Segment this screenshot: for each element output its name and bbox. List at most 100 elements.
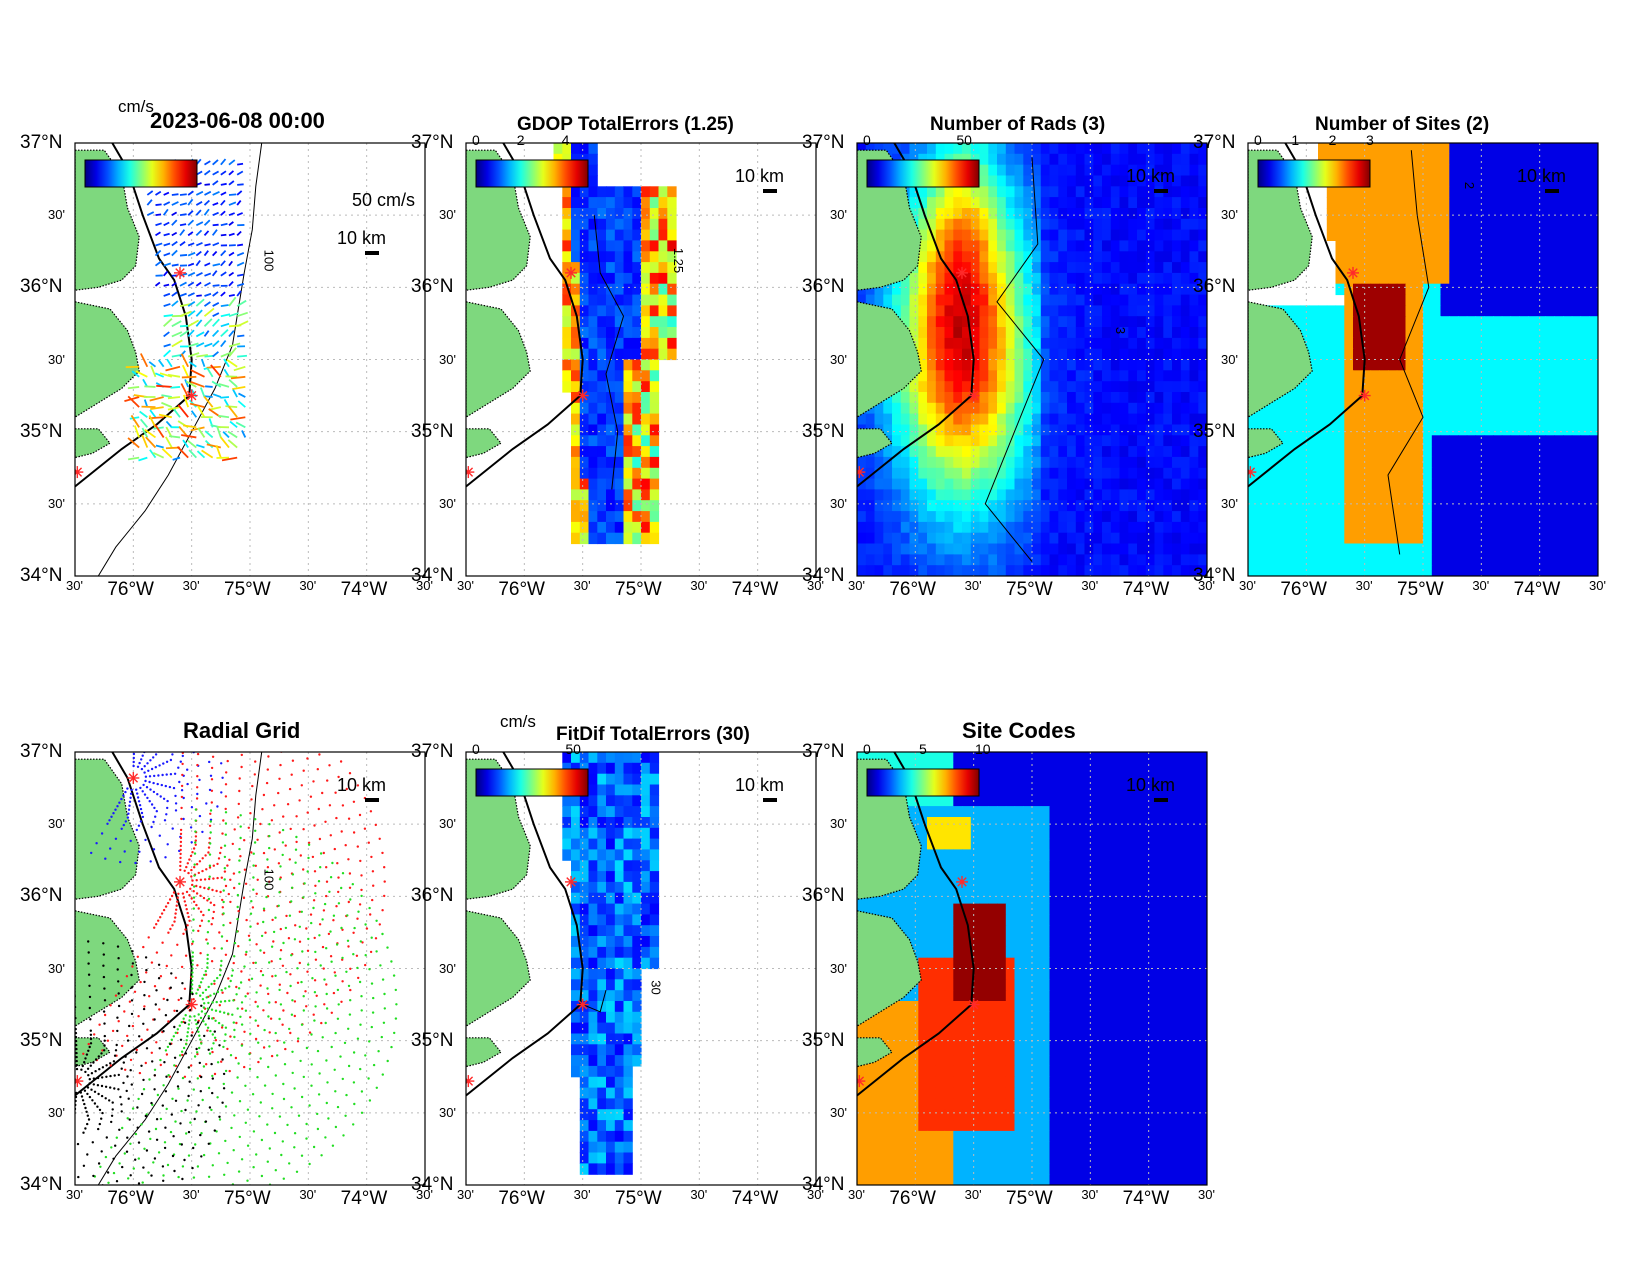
field-cell: [1589, 316, 1598, 328]
field-cell: [1405, 348, 1415, 361]
field-cell: [1040, 402, 1051, 415]
field-cell: [1370, 229, 1380, 241]
field-cell: [1466, 294, 1477, 306]
radial-grid-point: [297, 1037, 300, 1040]
radial-grid-point: [298, 925, 301, 928]
field-cell: [1137, 370, 1147, 382]
radial-grid-point: [293, 1087, 296, 1090]
radial-grid-point: [169, 773, 173, 776]
field-cell: [614, 392, 625, 404]
field-cell: [1005, 348, 1016, 361]
radial-grid-point: [302, 995, 305, 998]
field-cell: [588, 337, 598, 350]
field-cell: [1501, 565, 1512, 576]
current-vector: [204, 395, 213, 398]
field-cell: [1396, 467, 1407, 480]
field-cell: [1458, 240, 1468, 252]
field-cell: [1137, 511, 1147, 523]
radial-grid-point: [224, 1033, 227, 1036]
field-cell: [979, 327, 989, 339]
field-cell: [1589, 370, 1598, 382]
field-cell: [1449, 348, 1459, 361]
field-cell: [1075, 456, 1086, 469]
field-cell: [1058, 511, 1068, 523]
field-cell: [1093, 402, 1103, 415]
field-cell: [571, 186, 581, 198]
field-cell: [944, 413, 954, 425]
field-cell: [1344, 413, 1354, 425]
field-cell: [927, 521, 937, 534]
field-cell: [1067, 532, 1077, 545]
field-cell: [1501, 359, 1512, 371]
field-cell: [935, 359, 946, 371]
field-cell: [1023, 413, 1033, 425]
field-cell: [892, 554, 902, 566]
field-cell: [997, 337, 1007, 350]
field-cell: [1189, 435, 1199, 447]
field-cell: [1023, 229, 1033, 241]
field-cell: [1172, 316, 1182, 328]
current-vector: [220, 271, 227, 277]
field-cell: [918, 229, 928, 241]
field-cell: [1172, 370, 1182, 382]
field-cell: [1256, 489, 1267, 501]
field-cell: [1423, 208, 1433, 220]
field-cell: [1466, 511, 1477, 523]
radial-grid-point: [210, 982, 213, 986]
current-vector: [131, 370, 140, 378]
current-vector: [179, 281, 187, 287]
field-cell: [1388, 532, 1398, 545]
field-cell: [1431, 305, 1442, 317]
radial-grid-point: [216, 990, 220, 994]
field-cell: [1102, 272, 1112, 285]
radial-grid-point: [200, 1010, 204, 1013]
radial-grid-point: [140, 1123, 143, 1126]
field-cell: [1528, 478, 1538, 490]
field-cell: [1335, 456, 1345, 469]
field-cell: [1519, 381, 1529, 393]
field-cell: [641, 370, 651, 382]
radial-grid-point: [218, 931, 221, 934]
current-vector: [201, 449, 214, 459]
field-cell: [1423, 348, 1433, 361]
field-cell: [1198, 175, 1207, 187]
radial-grid-point: [163, 819, 167, 822]
field-cell: [1344, 456, 1354, 469]
field-cell: [1084, 327, 1094, 339]
field-cell: [1554, 478, 1564, 490]
field-cell: [927, 402, 937, 415]
field-cell: [579, 262, 590, 274]
field-cell: [1449, 554, 1459, 566]
field-cell: [1093, 392, 1103, 404]
field-cell: [997, 262, 1007, 274]
field-cell: [606, 381, 616, 393]
radial-grid-point: [288, 787, 292, 791]
field-cell: [1536, 348, 1547, 361]
field-cell: [1536, 251, 1547, 263]
field-cell: [979, 392, 989, 404]
radial-grid-point: [180, 795, 184, 799]
radial-grid-point: [309, 795, 313, 798]
field-cell: [857, 511, 867, 523]
field-cell: [1040, 164, 1051, 177]
field-cell: [1154, 164, 1164, 177]
field-cell: [997, 370, 1007, 382]
field-cell: [1110, 262, 1121, 274]
field-cell: [1528, 446, 1538, 458]
current-vector: [145, 436, 157, 449]
radial-grid-point: [236, 930, 239, 933]
field-cell: [1545, 251, 1555, 263]
field-cell: [1361, 402, 1372, 415]
radial-grid-point: [124, 1068, 127, 1072]
radial-grid-point: [197, 871, 200, 875]
field-cell: [1396, 240, 1407, 252]
field-cell: [1049, 218, 1059, 231]
field-cell: [1145, 521, 1156, 534]
field-cell: [1493, 413, 1503, 425]
current-vector: [237, 400, 246, 408]
field-cell: [1571, 294, 1582, 306]
radial-grid-point: [224, 795, 228, 798]
field-cell: [1163, 424, 1173, 436]
radial-grid-point: [282, 1097, 286, 1101]
field-cell: [1075, 283, 1086, 296]
